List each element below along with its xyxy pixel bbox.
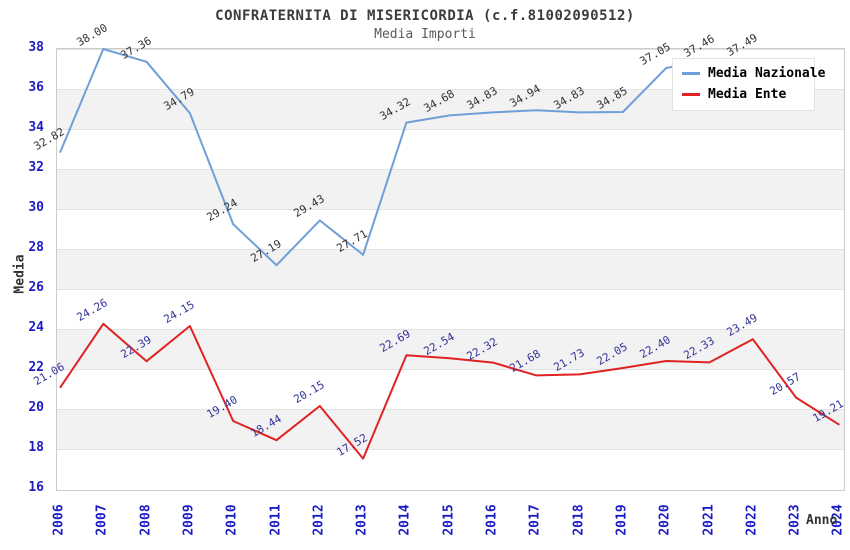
plot-band: [57, 289, 844, 330]
legend-item-label: Media Nazionale: [708, 66, 826, 81]
y-tick-label: 34: [28, 120, 44, 135]
legend-item: Media Nazionale: [673, 63, 825, 84]
plot-band: [57, 369, 844, 410]
chart-title: CONFRATERNITA DI MISERICORDIA (c.f.81002…: [215, 8, 635, 24]
plot-band: [57, 409, 844, 450]
plot-band: [57, 209, 844, 250]
x-axis-title: Anno: [806, 513, 838, 528]
x-tick-label: 2022: [744, 504, 760, 536]
x-tick-label: 2023: [787, 504, 803, 536]
y-tick-label: 22: [28, 360, 44, 375]
x-tick-label: 2009: [181, 504, 197, 536]
legend-line-swatch-icon: [682, 93, 700, 96]
x-tick-label: 2014: [397, 504, 413, 536]
y-tick-label: 24: [28, 320, 44, 335]
legend-item-label: Media Ente: [708, 87, 787, 102]
series-line-media-ente: [59, 322, 840, 460]
y-tick-label: 38: [28, 40, 44, 55]
chart-subtitle: Media Importi: [374, 27, 476, 42]
x-tick-label: 2016: [484, 504, 500, 536]
x-tick-label: 2006: [51, 504, 67, 536]
x-tick-label: 2007: [94, 504, 110, 536]
x-tick-label: 2012: [311, 504, 327, 536]
x-tick-label: 2013: [354, 504, 370, 536]
x-tick-label: 2017: [527, 504, 543, 536]
plot-area: 32.82 38.00 37.36 34.79 29.24 27.19 29.43 27.71…: [32, 21, 846, 491]
plot-band: [57, 249, 844, 290]
legend: Media Nazionale Media Ente: [672, 58, 825, 111]
x-tick-label: 2008: [138, 504, 154, 536]
plot-band: [57, 449, 844, 490]
x-tick-label: 2018: [571, 504, 587, 536]
x-tick-label: 2010: [224, 504, 240, 536]
y-tick-label: 30: [28, 200, 44, 215]
x-tick-label: 2021: [701, 504, 716, 536]
x-tick-label: 2020: [657, 504, 673, 536]
legend-line-swatch-icon: [682, 72, 700, 75]
legend-item: Media Ente: [673, 84, 814, 105]
y-tick-label: 26: [28, 280, 44, 295]
y-tick-label: 16: [28, 480, 44, 495]
y-tick-label: 28: [28, 240, 44, 255]
y-tick-label: 36: [28, 80, 44, 95]
x-tick-label: 2019: [614, 504, 630, 536]
y-tick-label: 20: [28, 400, 44, 415]
data-label: 38.00: [74, 21, 110, 49]
x-tick-label: 2011: [268, 504, 283, 536]
plot-band: [57, 169, 844, 210]
y-tick-label: 32: [28, 160, 44, 175]
plot-band: [57, 129, 844, 170]
x-tick-label: 2015: [441, 504, 457, 536]
plot-band: [57, 329, 844, 370]
series-line-media-nazionale: [59, 48, 753, 267]
y-tick-label: 18: [28, 440, 44, 455]
